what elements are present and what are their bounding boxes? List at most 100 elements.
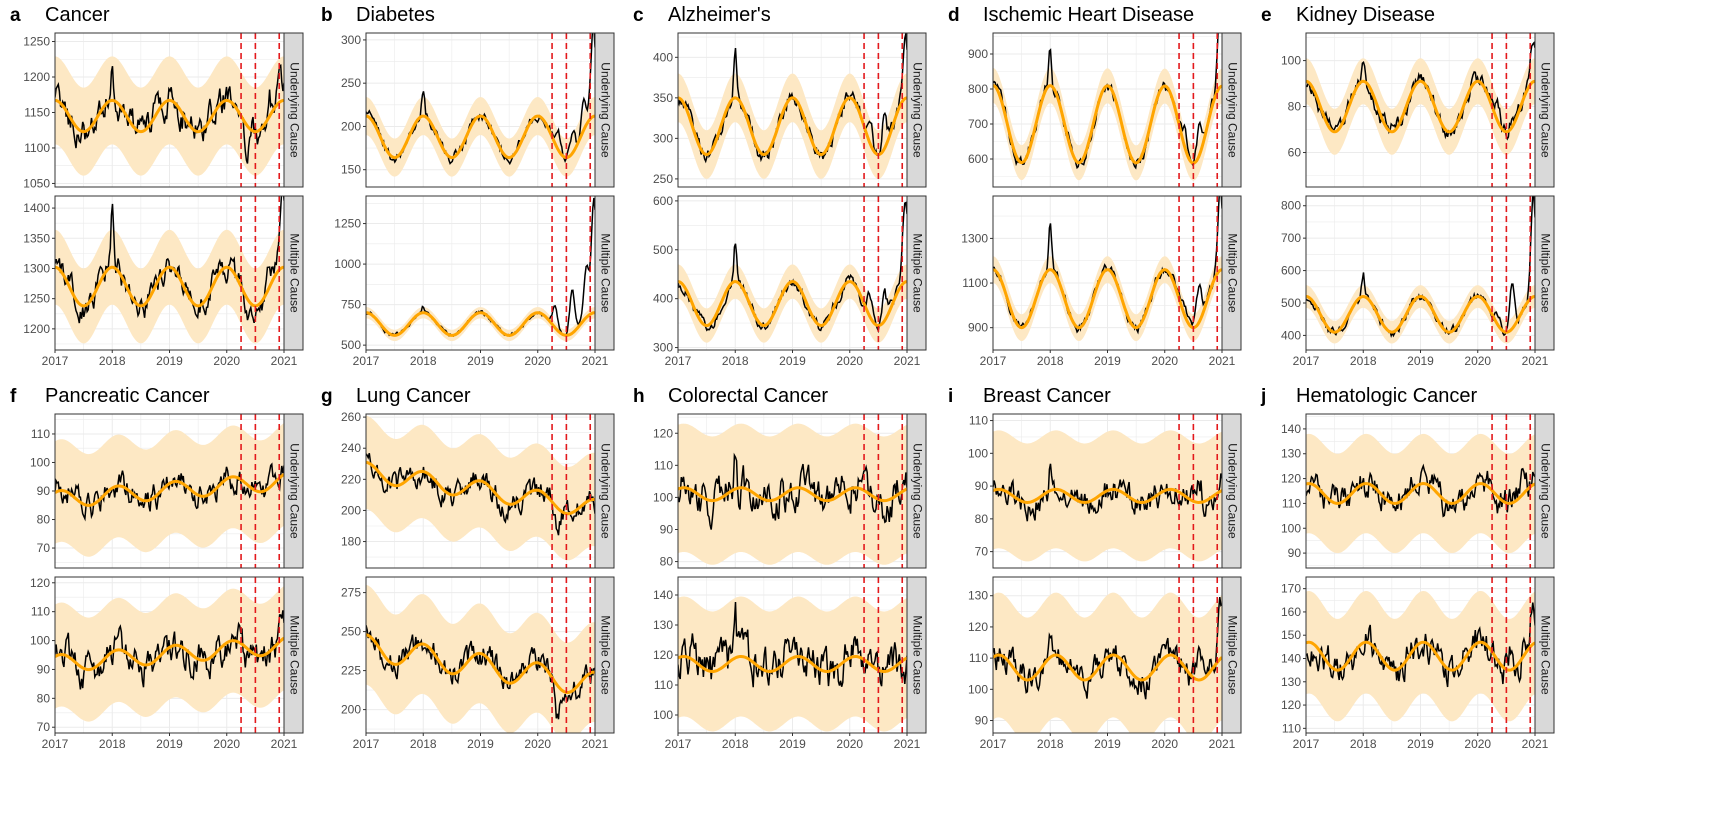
panel-j: j Hematologic Cancer Underlying Cause 90 100… (1260, 385, 1555, 751)
x-tick-label: 2019 (156, 737, 183, 751)
x-tick-label: 2021 (894, 737, 921, 751)
y-tick-label: 1050 (23, 176, 50, 190)
facet-strip-label: Multiple Cause (287, 615, 301, 695)
x-tick-label: 2019 (779, 737, 806, 751)
y-tick-label: 110 (969, 414, 988, 428)
facet-strip-label: Underlying Cause (910, 443, 924, 539)
y-tick-label: 1200 (23, 322, 50, 336)
observed-line (366, 453, 595, 536)
panel-title: Lung Cancer (356, 385, 471, 407)
y-tick-label: 1100 (962, 276, 988, 290)
expected-line (55, 265, 284, 308)
expected-line (55, 98, 284, 134)
facet-strip (1221, 576, 1242, 734)
panel-title: Ischemic Heart Disease (983, 4, 1194, 26)
facet-multiple: Multiple Cause 200 225 250 275 2017 2018 2019 20… (341, 576, 615, 751)
facet-strip-label: Underlying Cause (1225, 62, 1239, 158)
expected-line (366, 311, 595, 337)
prediction-band (993, 68, 1222, 181)
y-tick-label: 100 (653, 708, 673, 722)
y-tick-label: 400 (653, 50, 673, 64)
y-tick-label: 80 (660, 555, 674, 569)
facet-strip-label: Underlying Cause (598, 443, 612, 539)
y-tick-label: 90 (1288, 546, 1302, 560)
expected-line (678, 280, 907, 328)
facet-underlying: Underlying Cause 1050 1100 1150 1200 1250 (23, 32, 304, 190)
facet-multiple: Multiple Cause 900 1100 1300 2017 2018 2019 202… (961, 195, 1242, 368)
x-tick-label: 2018 (410, 354, 437, 368)
prediction-band (55, 586, 284, 722)
x-tick-label: 2017 (353, 737, 380, 751)
facet-strip (283, 576, 304, 734)
facet-strip (1534, 32, 1555, 188)
y-tick-label: 140 (653, 588, 673, 602)
y-tick-label: 1400 (23, 201, 50, 215)
y-tick-label: 170 (1281, 582, 1301, 596)
x-tick-label: 2018 (1037, 354, 1064, 368)
facet-strip-label: Underlying Cause (1538, 62, 1552, 158)
facet-strip-label: Multiple Cause (287, 233, 301, 313)
y-tick-label: 1200 (23, 70, 50, 84)
facet-multiple: Multiple Cause 500 750 1000 1250 2017 2018 2019… (334, 195, 615, 368)
x-tick-label: 2017 (353, 354, 380, 368)
panel-b: b Diabetes Underlying Cause 150 200 250 300 Mul… (321, 4, 615, 368)
observed-line (1306, 463, 1535, 518)
y-tick-label: 400 (1281, 328, 1301, 342)
y-tick-label: 80 (975, 512, 989, 526)
y-tick-label: 1000 (334, 257, 361, 271)
y-tick-label: 350 (653, 91, 673, 105)
x-tick-label: 2021 (1209, 737, 1236, 751)
x-tick-label: 2018 (1350, 737, 1377, 751)
y-tick-label: 80 (37, 691, 51, 705)
y-tick-label: 120 (1281, 472, 1301, 486)
expected-line (1306, 481, 1535, 505)
facet-strip (283, 195, 304, 351)
facet-underlying: Underlying Cause 70 80 90 100 110 (30, 413, 304, 569)
panel-title: Alzheimer's (668, 4, 771, 26)
x-tick-label: 2017 (980, 737, 1007, 751)
observed-line (1306, 41, 1535, 141)
expected-line (993, 84, 1222, 165)
facet-underlying: Underlying Cause 70 80 90 100 110 (968, 413, 1242, 569)
facet-multiple: Multiple Cause 400 500 600 700 800 2017 2018 201… (1281, 195, 1555, 368)
facet-strip (594, 32, 615, 188)
expected-line (993, 268, 1222, 330)
y-tick-label: 180 (341, 535, 361, 549)
x-tick-label: 2019 (467, 354, 494, 368)
x-tick-label: 2018 (410, 737, 437, 751)
facet-strip-label: Underlying Cause (598, 62, 612, 158)
x-tick-label: 2019 (156, 354, 183, 368)
panel-title: Cancer (45, 4, 110, 26)
prediction-band (55, 229, 284, 344)
x-tick-label: 2020 (524, 737, 551, 751)
panel-title: Breast Cancer (983, 385, 1111, 407)
x-tick-label: 2017 (980, 354, 1007, 368)
x-tick-label: 2019 (1094, 737, 1121, 751)
x-tick-label: 2017 (665, 354, 692, 368)
y-tick-label: 1250 (23, 292, 50, 306)
panel-a: a Cancer Underlying Cause 1050 1100 1150 1200 1… (10, 4, 304, 368)
x-tick-label: 2018 (722, 737, 749, 751)
x-tick-label: 2019 (1407, 737, 1434, 751)
facet-strip (283, 413, 304, 569)
panel-letter: g (321, 386, 333, 407)
prediction-band (55, 423, 284, 557)
facet-strip (594, 413, 615, 569)
panel-title: Diabetes (356, 4, 435, 26)
panel-letter: d (948, 5, 960, 26)
facet-strip (906, 32, 927, 188)
y-tick-label: 250 (653, 172, 673, 186)
y-tick-label: 600 (968, 152, 988, 166)
panel-d: d Ischemic Heart Disease Underlying Cause 6… (948, 4, 1242, 368)
x-tick-label: 2018 (1037, 737, 1064, 751)
x-tick-label: 2019 (1407, 354, 1434, 368)
facet-strip-label: Multiple Cause (910, 615, 924, 695)
panel-title: Pancreatic Cancer (45, 385, 210, 407)
panel-letter: i (948, 386, 953, 407)
expected-line (1306, 294, 1535, 334)
y-tick-label: 700 (968, 117, 988, 131)
y-tick-label: 90 (660, 523, 674, 537)
x-tick-label: 2018 (722, 354, 749, 368)
x-tick-label: 2021 (271, 354, 298, 368)
observed-line (55, 64, 284, 164)
